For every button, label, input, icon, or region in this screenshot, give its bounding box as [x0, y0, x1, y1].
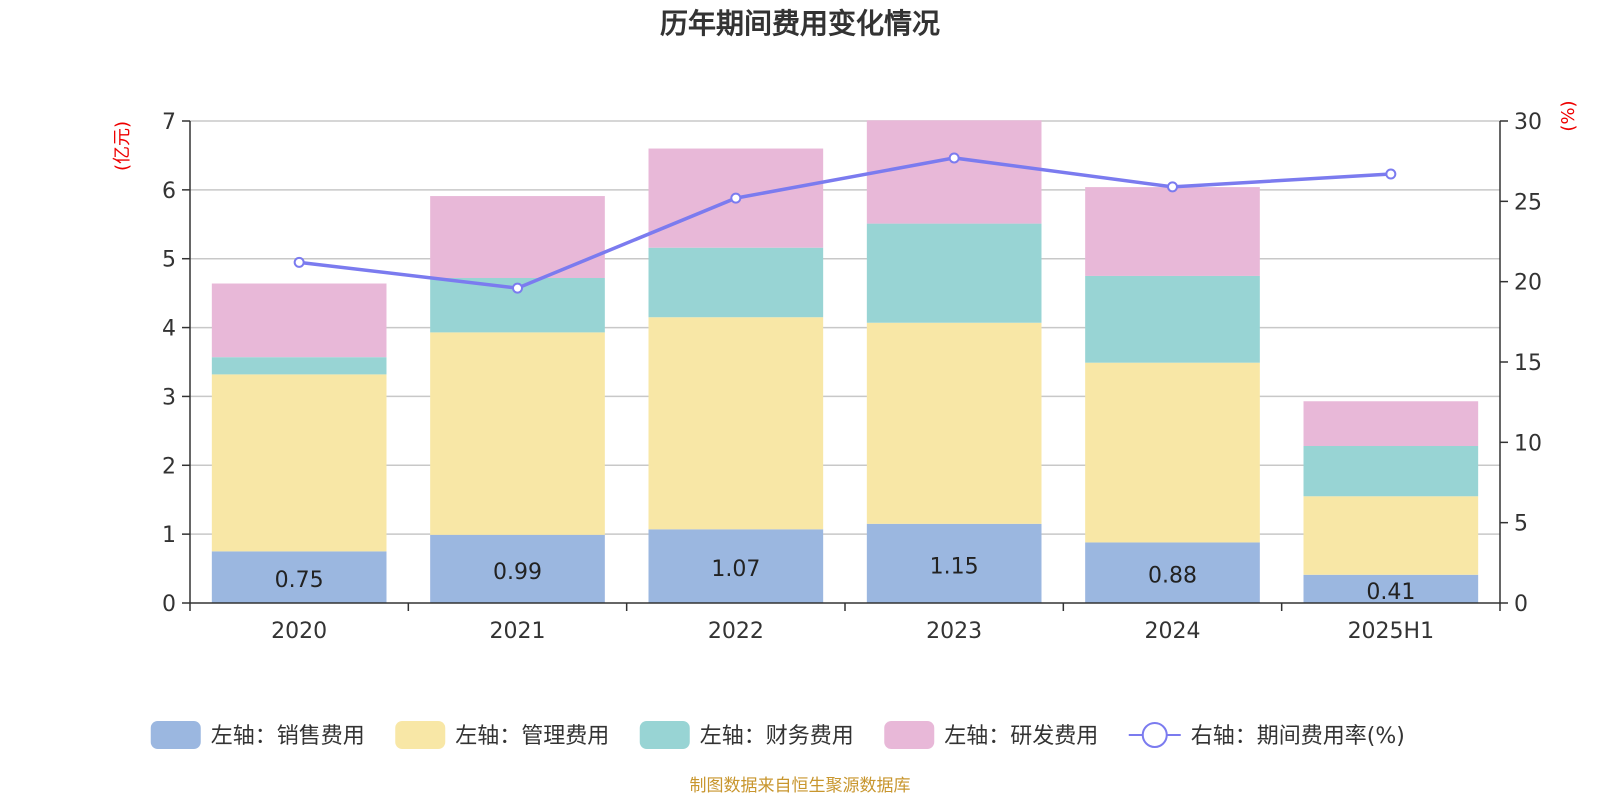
- left-axis-tick-label: 4: [162, 317, 176, 342]
- left-axis-tick-label: 6: [162, 179, 176, 204]
- source-note: 制图数据来自恒生聚源数据库: [690, 776, 911, 796]
- legend-swatch: [395, 721, 446, 749]
- right-axis-tick-label: 25: [1514, 190, 1542, 215]
- bar-segment: [866, 523, 1042, 603]
- bar-segment: [1303, 496, 1479, 575]
- left-axis-unit: (亿元): [112, 121, 133, 171]
- bar-segment: [1303, 574, 1479, 603]
- bar-data-label: 0.88: [1148, 564, 1197, 589]
- line-point: [1167, 181, 1178, 193]
- bar-segment: [648, 247, 824, 318]
- right-axis-tick-label: 0: [1514, 592, 1528, 617]
- x-axis-tick-label: 2022: [708, 619, 764, 644]
- legend-swatch: [884, 721, 935, 749]
- bars-layer: 0.75 0.99 1.07 1.15 0.88 0.41: [211, 120, 1479, 605]
- line-point: [293, 256, 305, 268]
- line-point: [512, 282, 523, 294]
- right-axis-unit: (%): [1558, 100, 1579, 131]
- bar-data-label: 0.75: [275, 568, 324, 593]
- legend-label: 左轴：销售费用: [211, 724, 365, 749]
- right-axis-tick-label: 30: [1514, 110, 1542, 135]
- line-point: [1385, 168, 1397, 180]
- x-axis-tick-label: 2020: [271, 619, 327, 644]
- line-point: [730, 192, 742, 204]
- bar-segment: [211, 374, 387, 552]
- axis-layer: 0 1 2 3 4 5 6 7 0 5 10 15 20 25 30 2020 2021 2022 2023 2024…: [112, 100, 1579, 644]
- bar-segment: [1303, 401, 1479, 447]
- left-axis-tick-label: 0: [162, 592, 176, 617]
- legend-label: 左轴：财务费用: [700, 724, 854, 749]
- grid-layer: [190, 120, 1500, 535]
- bar-segment: [648, 529, 824, 603]
- bar-segment: [430, 196, 605, 278]
- left-axis-tick-label: 5: [162, 248, 176, 273]
- left-axis-tick-label: 2: [162, 454, 176, 479]
- bar-segment: [1303, 446, 1479, 497]
- bar-segment: [1085, 362, 1260, 543]
- bar-segment: [211, 357, 387, 375]
- chart-title: 历年期间费用变化情况: [660, 7, 940, 40]
- legend-marker: [1141, 722, 1168, 748]
- legend-label: 左轴：管理费用: [455, 724, 609, 749]
- bar-data-label: 0.99: [493, 560, 542, 585]
- bar-segment: [648, 317, 824, 530]
- legend-swatch: [150, 721, 201, 749]
- x-axis-tick-label: 2021: [490, 619, 546, 644]
- x-axis-tick-label: 2023: [926, 619, 982, 644]
- right-axis-tick-label: 15: [1514, 351, 1542, 376]
- line-point: [948, 152, 960, 164]
- line-series-path: [298, 156, 1391, 290]
- bar-segment: [430, 332, 605, 535]
- right-axis-tick-label: 5: [1514, 512, 1528, 537]
- bar-segment: [211, 283, 387, 358]
- right-axis-tick-label: 20: [1514, 271, 1542, 296]
- bar-segment: [866, 120, 1042, 224]
- bar-segment: [1085, 542, 1260, 603]
- legend: 左轴：销售费用 左轴：管理费用 左轴：财务费用 左轴：研发费用 右轴：期间费用率(%): [150, 721, 1405, 749]
- left-axis-tick-label: 3: [162, 385, 176, 410]
- bar-segment: [211, 551, 387, 603]
- right-axis-tick-label: 10: [1514, 431, 1542, 456]
- x-axis-tick-label: 2025H1: [1348, 619, 1435, 644]
- legend-swatch: [639, 721, 690, 749]
- bar-data-label: 0.41: [1366, 580, 1415, 605]
- bar-segment: [430, 534, 605, 603]
- left-axis-tick-label: 7: [162, 110, 176, 135]
- bar-segment: [1085, 187, 1260, 276]
- bar-segment: [1085, 275, 1260, 363]
- bar-data-label: 1.15: [930, 554, 979, 579]
- x-axis-tick-label: 2024: [1145, 619, 1201, 644]
- legend-label: 右轴：期间费用率(%): [1191, 724, 1405, 749]
- bar-segment: [866, 223, 1042, 323]
- line-layer: [293, 152, 1397, 294]
- bar-segment: [866, 322, 1042, 524]
- left-axis-tick-label: 1: [162, 523, 176, 548]
- bar-data-label: 1.07: [711, 557, 760, 582]
- legend-label: 左轴：研发费用: [944, 724, 1098, 749]
